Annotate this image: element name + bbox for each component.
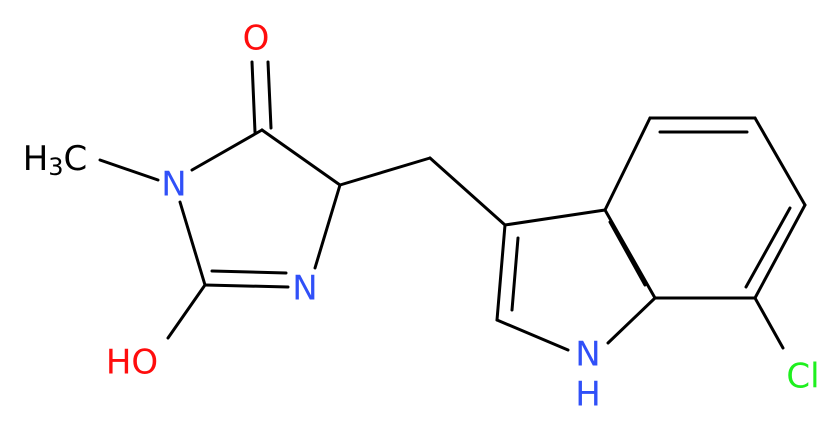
bond — [260, 128, 342, 187]
atom-label: N — [161, 165, 186, 205]
atom-label-subscript: 3 — [48, 153, 63, 181]
atom-label: Cl — [786, 357, 819, 397]
atom-label: O — [243, 19, 270, 59]
bond — [313, 183, 342, 270]
bonds — [98, 60, 807, 352]
bond — [250, 60, 257, 134]
bond — [606, 296, 657, 345]
bond — [98, 158, 160, 182]
atom-label: HO — [106, 343, 158, 383]
bond — [753, 203, 807, 300]
atom-label: H3C — [23, 139, 88, 182]
bond — [753, 296, 785, 350]
bond — [744, 206, 792, 289]
bond — [753, 116, 807, 207]
bond — [503, 208, 607, 227]
bond — [203, 283, 290, 289]
bond — [608, 220, 647, 287]
bond — [266, 60, 273, 130]
bond — [428, 156, 507, 227]
bond — [603, 208, 657, 300]
bond — [603, 116, 652, 212]
bond — [495, 223, 507, 322]
bond — [166, 283, 207, 340]
atom-label: N — [292, 269, 317, 309]
bond — [510, 236, 520, 312]
atom-label-part: C — [64, 139, 88, 179]
bond — [495, 318, 570, 352]
atom-label: N — [575, 335, 600, 375]
bond — [190, 128, 264, 172]
atom-labels: O H3C N N HO N H Cl — [23, 19, 820, 415]
atom-label: H — [575, 375, 601, 415]
bond — [178, 200, 207, 287]
atom-label-part: H — [23, 139, 49, 179]
bond — [210, 269, 288, 275]
bond — [338, 156, 432, 187]
